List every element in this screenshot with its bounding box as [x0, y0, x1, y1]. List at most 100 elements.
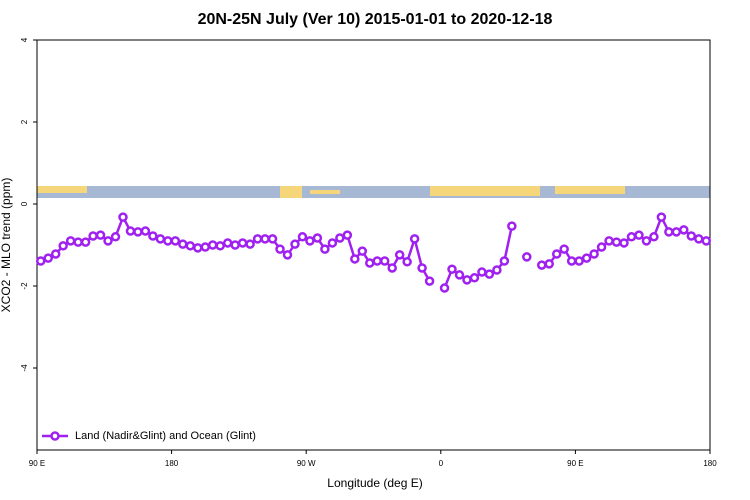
data-point	[80, 237, 91, 247]
data-point	[649, 232, 659, 242]
data-point	[417, 263, 427, 273]
data-point	[118, 212, 128, 222]
data-point	[297, 232, 308, 242]
legend-marker	[50, 431, 60, 441]
data-point	[50, 249, 61, 259]
data-point	[312, 233, 323, 243]
data-point	[260, 234, 270, 244]
data-point	[207, 240, 218, 250]
x-tick-label: 180	[165, 459, 179, 468]
data-line	[40, 214, 707, 289]
data-point	[439, 283, 450, 293]
data-point	[140, 226, 151, 236]
data-point	[664, 227, 674, 237]
plot-frame	[36, 39, 711, 451]
data-point	[656, 212, 667, 222]
data-point	[566, 256, 577, 266]
data-point	[641, 236, 652, 246]
data-point	[559, 244, 569, 254]
data-point	[65, 236, 76, 246]
data-point	[694, 234, 704, 244]
data-point	[275, 244, 285, 254]
data-point	[394, 250, 405, 260]
y-tick-label: 2	[20, 119, 29, 124]
data-point	[58, 241, 68, 251]
data-point	[125, 226, 136, 236]
x-tick-label: 90 E	[29, 459, 45, 468]
data-point	[267, 234, 278, 244]
data-point	[148, 231, 158, 241]
data-point	[611, 237, 622, 247]
data-point	[320, 244, 330, 254]
data-point	[604, 236, 614, 246]
data-point	[372, 256, 382, 266]
data-point	[589, 249, 599, 259]
data-point	[499, 256, 510, 266]
data-point	[679, 225, 689, 235]
data-point	[95, 230, 106, 240]
y-tick-label: -2	[20, 282, 29, 290]
data-point	[155, 234, 166, 244]
data-point	[88, 231, 98, 241]
data-point	[619, 238, 629, 248]
data-point	[424, 276, 435, 286]
x-tick-label: 90 W	[297, 459, 316, 468]
data-point	[477, 267, 487, 277]
data-point	[230, 240, 240, 250]
y-tick-label: 4	[20, 37, 29, 42]
data-point	[342, 230, 353, 240]
map-strip	[37, 186, 710, 198]
data-point	[163, 236, 173, 246]
data-point	[469, 273, 480, 283]
x-tick-label: 0	[439, 459, 444, 468]
data-point	[335, 233, 345, 243]
x-axis-label: Longitude (deg E)	[327, 476, 422, 490]
data-point	[185, 241, 196, 251]
data-point	[581, 253, 592, 263]
data-point	[522, 252, 532, 262]
data-point	[574, 256, 584, 266]
data-point	[245, 239, 255, 249]
data-point	[379, 256, 390, 266]
data-point	[350, 254, 360, 264]
chart-title: 20N-25N July (Ver 10) 2015-01-01 to 2020…	[198, 11, 553, 28]
data-point	[35, 256, 46, 266]
x-tick-label: 180	[703, 459, 717, 468]
data-point	[178, 239, 188, 249]
data-point	[282, 250, 293, 260]
data-point	[507, 221, 517, 231]
data-point	[133, 227, 143, 237]
data-point	[305, 236, 315, 246]
data-point	[170, 236, 181, 246]
data-point	[73, 237, 83, 247]
data-point	[492, 265, 502, 275]
legend-label: Land (Nadir&Glint) and Ocean (Glint)	[75, 430, 256, 442]
data-point	[222, 238, 233, 248]
data-point	[626, 232, 637, 242]
data-point	[365, 258, 375, 268]
y-tick-label: 0	[20, 201, 29, 206]
data-point	[484, 269, 495, 279]
data-point	[252, 234, 263, 244]
data-point	[634, 230, 644, 240]
data-point	[447, 264, 457, 274]
data-point	[551, 249, 562, 259]
data-point	[701, 236, 712, 246]
x-tick-label: 90 E	[567, 459, 583, 468]
data-point	[215, 241, 225, 251]
data-point	[454, 270, 465, 280]
data-point	[327, 238, 338, 248]
data-point	[671, 227, 682, 237]
data-point	[357, 246, 368, 256]
data-point	[200, 242, 210, 252]
data-point	[237, 238, 248, 248]
data-point	[409, 234, 420, 244]
data-point	[402, 257, 412, 267]
y-tick-label: -4	[20, 364, 29, 372]
data-point	[43, 253, 53, 263]
data-point	[544, 259, 554, 269]
data-point	[290, 239, 300, 249]
data-point	[103, 236, 113, 246]
data-point	[110, 232, 121, 242]
